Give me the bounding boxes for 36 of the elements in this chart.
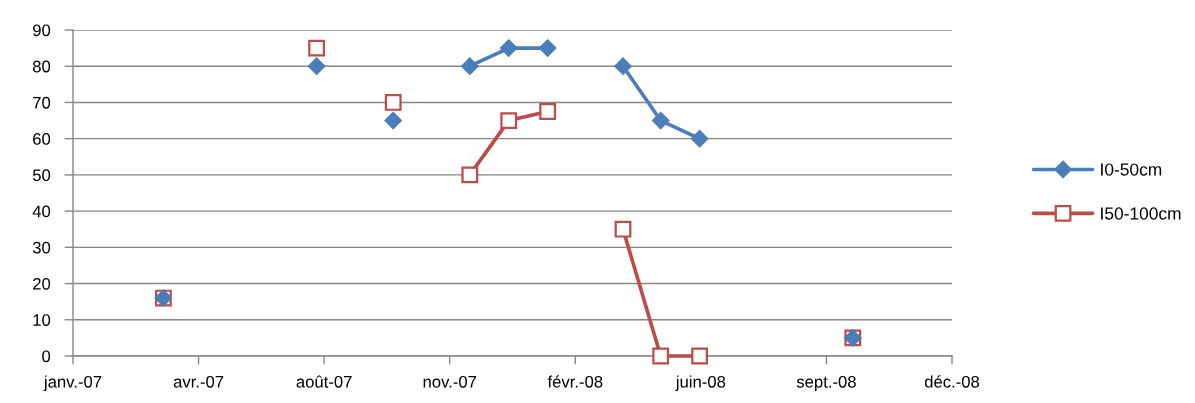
x-tick-label: août-07 <box>296 375 352 388</box>
point <box>500 112 518 129</box>
x-tick-label: janv.-07 <box>43 375 102 391</box>
y-tick-label: 90 <box>33 24 51 37</box>
point <box>652 347 670 365</box>
y-tick-label: 70 <box>33 96 51 109</box>
x-tick-label: sept.-08 <box>796 375 856 391</box>
point <box>651 111 670 130</box>
point <box>539 103 557 120</box>
y-tick-label: 40 <box>32 205 51 218</box>
y-tick-label: 0 <box>42 350 51 363</box>
point <box>614 220 632 238</box>
x-tick-label: déc.-08 <box>924 375 980 388</box>
point <box>384 111 403 130</box>
y-tick-label: 50 <box>32 169 51 182</box>
y-tick-label: 80 <box>32 60 51 73</box>
point <box>461 166 479 184</box>
point <box>308 39 326 57</box>
point <box>307 57 326 76</box>
x-tick-label: avr.-07 <box>173 375 224 388</box>
point <box>384 94 402 111</box>
point <box>460 57 479 76</box>
point <box>691 347 708 365</box>
point <box>690 129 709 148</box>
x-tick-label: juin-08 <box>675 375 726 391</box>
y-tick-label: 30 <box>32 241 51 254</box>
point <box>499 39 518 58</box>
legend-label: I50-100cm <box>1101 207 1181 220</box>
x-tick-label: nov.-07 <box>423 375 477 388</box>
point <box>614 57 632 76</box>
y-tick-label: 20 <box>33 277 51 290</box>
legend-label: I0-50cm <box>1101 163 1162 176</box>
x-tick-label: févr.-08 <box>547 375 603 388</box>
point <box>538 39 557 58</box>
y-tick-label: 60 <box>33 133 51 145</box>
y-tick-label: 10 <box>33 314 51 326</box>
